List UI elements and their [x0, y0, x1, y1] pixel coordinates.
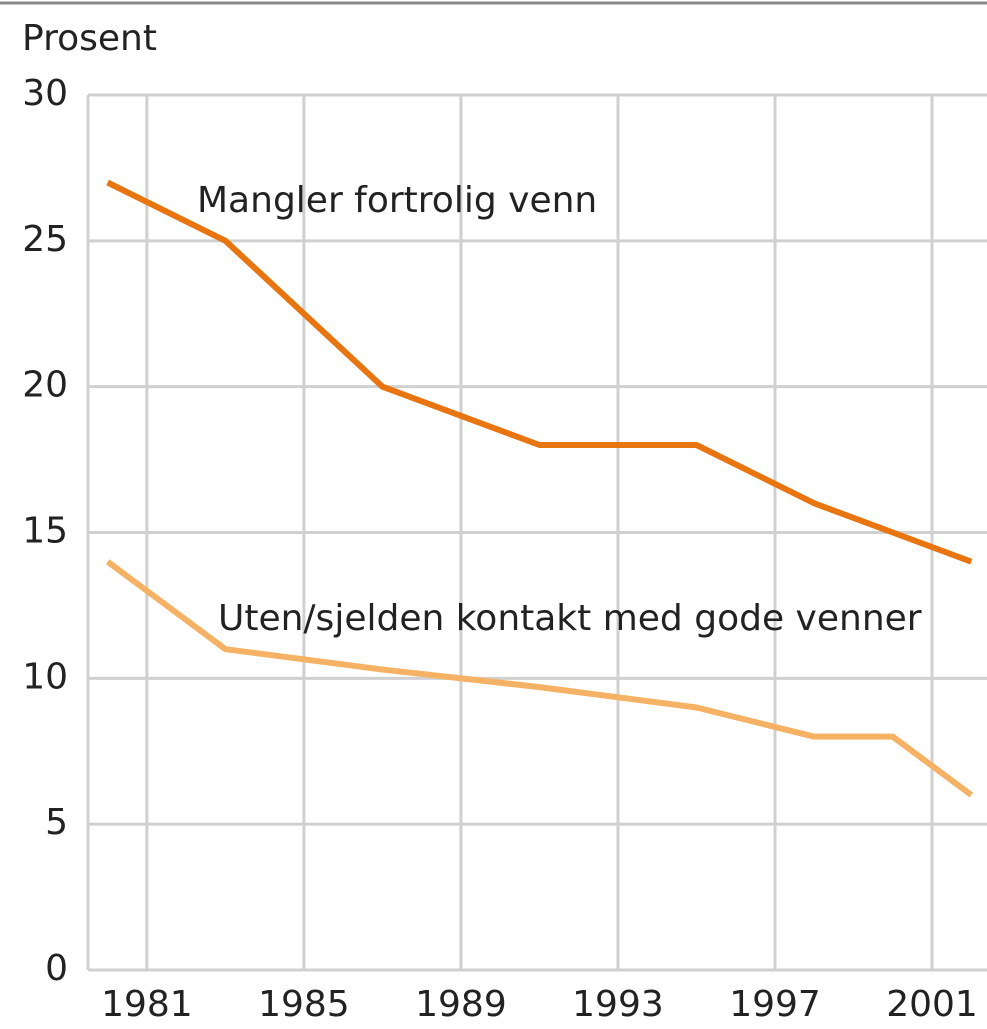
grid	[86, 93, 987, 972]
x-tick-label: 1989	[415, 984, 507, 1025]
y-tick-label: 20	[22, 365, 68, 406]
series-line	[105, 559, 974, 798]
annotation: Uten/sjelden kontakt med gode venner	[218, 598, 922, 639]
x-tick-label: 1997	[729, 984, 821, 1025]
y-tick-label: 10	[22, 656, 68, 697]
y-tick-label: 25	[22, 219, 68, 260]
y-tick-label: 5	[45, 802, 68, 843]
lines	[105, 179, 974, 798]
x-tick-label: 1985	[258, 984, 350, 1025]
y-tick-label: 0	[45, 948, 68, 989]
y-axis-label: Prosent	[22, 18, 157, 59]
x-tick-label: 2001	[886, 984, 978, 1025]
annotation: Mangler fortrolig venn	[197, 180, 597, 221]
x-tick-label: 1993	[572, 984, 664, 1025]
y-tick-label: 30	[22, 73, 68, 114]
series-line	[106, 179, 973, 565]
y-tick-label: 15	[22, 511, 68, 552]
x-tick-label: 1981	[101, 984, 193, 1025]
